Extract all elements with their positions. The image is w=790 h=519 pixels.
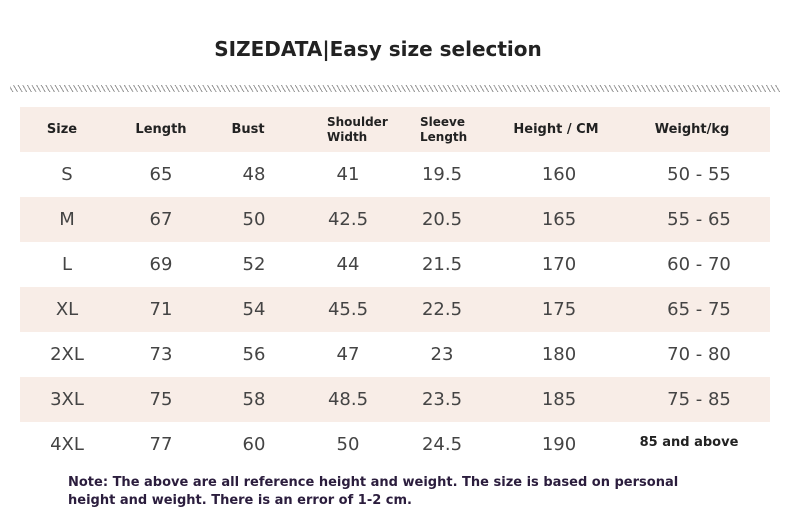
table-cell: XL	[55, 299, 79, 320]
table-cell: 42.5	[327, 209, 369, 230]
table-cell: 52	[242, 254, 266, 275]
table-row: M 67 50 42.5 20.5 165 55 - 65	[20, 197, 770, 242]
column-header: Height / CM	[513, 122, 599, 137]
table-cell: 23	[430, 344, 454, 365]
table-cell: 190	[541, 434, 577, 455]
header-row: Size Length Bust Shoulder Width Sleeve Lengt…	[20, 107, 770, 152]
table-cell: 4XL	[50, 434, 84, 455]
table-cell: 41	[336, 164, 360, 185]
divider	[10, 85, 780, 92]
table-row: XL 71 54 45.5 22.5 175 65 - 75	[20, 287, 770, 332]
table-row: L 69 52 44 21.5 170 60 - 70	[20, 242, 770, 287]
column-header: Size	[46, 122, 78, 137]
table-cell: 65 - 75	[667, 299, 731, 320]
table-cell: 180	[541, 344, 577, 365]
table-cell: 21.5	[421, 254, 463, 275]
table-cell: 185	[541, 389, 577, 410]
table-cell: 24.5	[421, 434, 463, 455]
table-cell: 58	[242, 389, 266, 410]
table-cell: 22.5	[421, 299, 463, 320]
table-cell: 75 - 85	[667, 389, 731, 410]
table-cell: 85 and above	[639, 434, 739, 450]
column-header: Sleeve Length	[420, 114, 468, 144]
table-cell: 47	[336, 344, 360, 365]
table-cell: L	[61, 254, 73, 275]
table-cell: 48.5	[327, 389, 369, 410]
table-cell: 77	[149, 434, 173, 455]
table-cell: 165	[541, 209, 577, 230]
table-cell: 2XL	[50, 344, 84, 365]
table-cell: 19.5	[421, 164, 463, 185]
table-cell: M	[59, 209, 75, 230]
table-cell: 60	[242, 434, 266, 455]
table-cell: 69	[149, 254, 173, 275]
table-cell: 56	[242, 344, 266, 365]
table-row: 4XL 77 60 50 24.5 190 85 and above	[20, 422, 770, 467]
size-table: Size Length Bust Shoulder Width Sleeve Lengt…	[20, 107, 770, 467]
table-cell: 48	[242, 164, 266, 185]
table-cell: 60 - 70	[667, 254, 731, 275]
table-cell: 70 - 80	[667, 344, 731, 365]
column-header: Bust	[231, 122, 265, 137]
table-cell: 50 - 55	[667, 164, 731, 185]
table-cell: 3XL	[50, 389, 84, 410]
table-row: 3XL 75 58 48.5 23.5 185 75 - 85	[20, 377, 770, 422]
table-cell: 50	[336, 434, 360, 455]
table-row: 2XL 73 56 47 23 180 70 - 80	[20, 332, 770, 377]
table-cell: 44	[336, 254, 360, 275]
note: Note: The above are all reference height…	[68, 475, 679, 508]
table-cell: 170	[541, 254, 577, 275]
table-cell: 71	[149, 299, 173, 320]
table-cell: 50	[242, 209, 266, 230]
table-cell: 20.5	[421, 209, 463, 230]
table-cell: 23.5	[421, 389, 463, 410]
table-cell: 160	[541, 164, 577, 185]
table-cell: 45.5	[327, 299, 369, 320]
column-header: Shoulder Width	[327, 114, 388, 144]
table-cell: 65	[149, 164, 173, 185]
title: SIZEDATA|Easy size selection	[214, 37, 542, 61]
table-row: S 65 48 41 19.5 160 50 - 55	[20, 152, 770, 197]
table-cell: 54	[242, 299, 266, 320]
table-cell: 75	[149, 389, 173, 410]
table-cell: 73	[149, 344, 173, 365]
table-cell: 175	[541, 299, 577, 320]
table-cell: 67	[149, 209, 173, 230]
table-cell: 55 - 65	[667, 209, 731, 230]
table-cell: S	[61, 164, 73, 185]
column-header: Weight/kg	[654, 122, 730, 137]
column-header: Length	[135, 122, 187, 137]
